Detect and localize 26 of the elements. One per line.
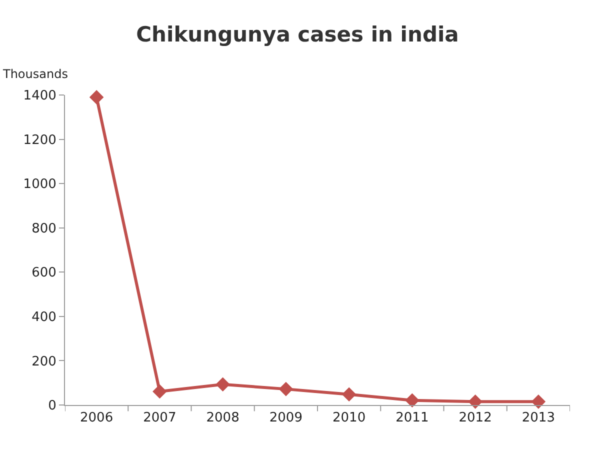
point: [468, 394, 482, 409]
x-tick-label: 2007: [143, 410, 176, 426]
y-tick-label: 1000: [23, 177, 56, 192]
point: [152, 384, 167, 399]
y-tick-label: 400: [32, 310, 56, 325]
point: [531, 394, 546, 409]
y-tick-label: 0: [48, 398, 56, 414]
y-tick-label: 600: [32, 266, 56, 281]
x-tick-label: 2010: [332, 410, 366, 426]
point: [342, 387, 356, 402]
point: [278, 382, 294, 396]
y-tick-label: 200: [32, 354, 56, 370]
x-tick-label: 2009: [269, 410, 302, 426]
point: [405, 393, 420, 408]
point: [89, 90, 104, 104]
y-tick-label: 800: [32, 221, 56, 236]
chart-title: Chikungunya cases in india: [136, 22, 459, 47]
y-tick-label: 1200: [23, 132, 56, 148]
x-tick-label: 2012: [458, 410, 492, 426]
x-tick-label: 2008: [206, 410, 240, 426]
y-axis-title: Thousands: [2, 67, 68, 81]
x-tick-label: 2011: [396, 410, 429, 426]
y-tick-label: 1400: [23, 88, 56, 104]
x-tick-label: 2006: [80, 410, 114, 426]
x-tick-label: 2013: [522, 410, 555, 426]
point: [216, 377, 230, 392]
